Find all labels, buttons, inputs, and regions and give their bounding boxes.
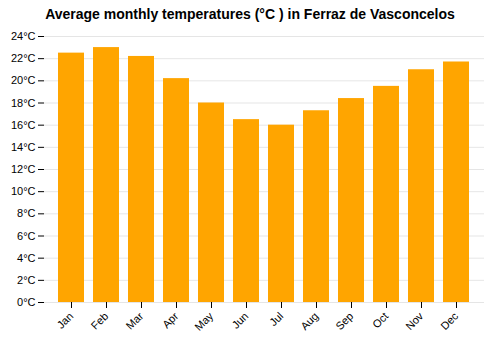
- svg-text:Oct: Oct: [370, 310, 391, 331]
- svg-text:Aug: Aug: [298, 310, 320, 332]
- svg-text:4°C: 4°C: [17, 252, 36, 264]
- svg-text:16°C: 16°C: [11, 119, 36, 131]
- svg-text:14°C: 14°C: [11, 141, 36, 153]
- svg-text:Jul: Jul: [267, 310, 285, 328]
- svg-text:Jan: Jan: [54, 310, 75, 331]
- svg-text:18°C: 18°C: [11, 97, 36, 109]
- svg-text:Mar: Mar: [124, 310, 146, 332]
- svg-text:6°C: 6°C: [17, 230, 36, 242]
- svg-text:Feb: Feb: [89, 310, 111, 332]
- svg-text:20°C: 20°C: [11, 74, 36, 86]
- svg-text:2°C: 2°C: [17, 274, 36, 286]
- svg-text:May: May: [192, 309, 216, 333]
- svg-text:Nov: Nov: [403, 309, 426, 332]
- svg-text:Sep: Sep: [333, 310, 355, 332]
- svg-text:8°C: 8°C: [17, 207, 36, 219]
- svg-text:0°C: 0°C: [17, 296, 36, 308]
- svg-text:12°C: 12°C: [11, 163, 36, 175]
- svg-text:22°C: 22°C: [11, 52, 36, 64]
- svg-text:Jun: Jun: [229, 310, 250, 331]
- html-text:Average monthly temperatures (: Average monthly temperatures (°C ) in Fe…: [45, 6, 455, 22]
- svg-text:Dec: Dec: [438, 309, 461, 332]
- svg-text:24°C: 24°C: [11, 30, 36, 42]
- svg-text:10°C: 10°C: [11, 185, 36, 197]
- svg-text:Apr: Apr: [160, 310, 181, 331]
